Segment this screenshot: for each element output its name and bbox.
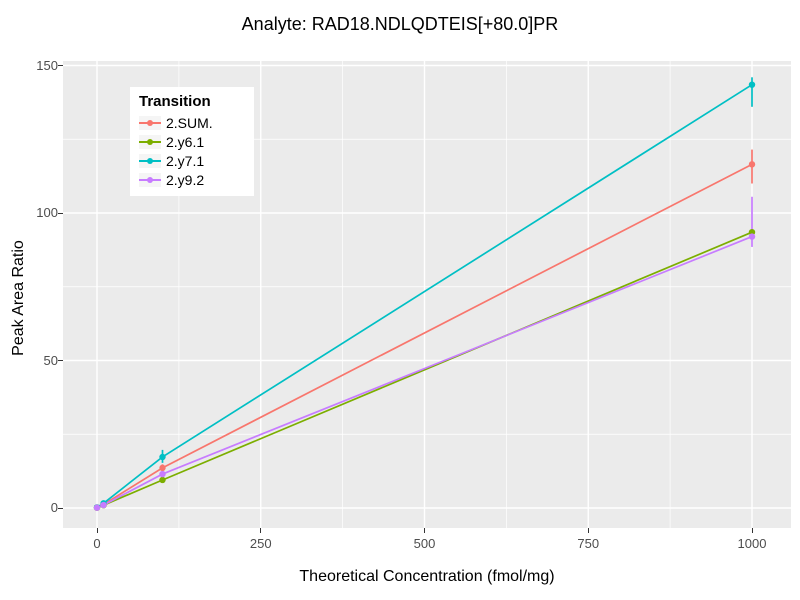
y-tick-label: 50 bbox=[43, 352, 58, 368]
legend-items: 2.SUM. 2.y6.1 2.y7.1 2.y9.2 bbox=[139, 113, 245, 189]
data-point bbox=[159, 476, 166, 484]
plot-panel: Transition 2.SUM. 2.y6.1 2.y7.1 2.y9.2 bbox=[63, 61, 791, 528]
data-point bbox=[748, 81, 756, 88]
legend-item-2.y6.1: 2.y6.1 bbox=[139, 132, 245, 151]
legend-item-2.y7.1: 2.y7.1 bbox=[139, 151, 245, 170]
legend-key-icon bbox=[139, 134, 161, 149]
legend-label: 2.y7.1 bbox=[166, 152, 205, 169]
x-tick-label: 500 bbox=[413, 536, 436, 551]
data-point bbox=[748, 161, 756, 168]
data-point bbox=[100, 501, 107, 509]
legend-label: 2.y6.1 bbox=[166, 133, 205, 150]
y-tick-mark bbox=[58, 212, 63, 214]
data-point bbox=[159, 470, 166, 478]
x-tick-label: 0 bbox=[93, 536, 101, 551]
plot-title: Analyte: RAD18.NDLQDTEIS[+80.0]PR bbox=[241, 14, 559, 34]
x-tick-mark bbox=[751, 528, 753, 533]
legend: Transition 2.SUM. 2.y6.1 2.y7.1 2.y9.2 bbox=[130, 87, 254, 196]
legend-item-2.SUM.: 2.SUM. bbox=[139, 113, 245, 132]
series-line-2.y7.1 bbox=[96, 83, 753, 509]
x-tick-mark bbox=[260, 528, 262, 533]
legend-key-icon bbox=[139, 115, 161, 130]
legend-label: 2.y9.2 bbox=[166, 171, 205, 188]
series-line-2.y9.2 bbox=[96, 235, 753, 509]
x-tick-label: 1000 bbox=[737, 536, 767, 551]
x-tick-mark bbox=[587, 528, 589, 533]
y-tick-mark bbox=[58, 360, 63, 361]
y-tick-label: 100 bbox=[36, 205, 58, 220]
legend-title: Transition bbox=[139, 93, 211, 110]
data-point bbox=[93, 504, 101, 511]
legend-item-2.y9.2: 2.y9.2 bbox=[139, 170, 245, 189]
data-point bbox=[748, 228, 756, 236]
y-tick-mark bbox=[58, 65, 63, 66]
x-tick-label: 250 bbox=[249, 536, 272, 551]
data-point bbox=[748, 233, 756, 240]
data-point bbox=[159, 453, 166, 461]
x-tick-label: 750 bbox=[577, 536, 600, 551]
y-tick-label: 150 bbox=[36, 57, 58, 73]
legend-key-icon bbox=[139, 172, 161, 187]
x-tick-mark bbox=[96, 528, 98, 533]
y-tick-mark bbox=[58, 507, 63, 509]
legend-label: 2.SUM. bbox=[166, 114, 213, 131]
x-tick-mark bbox=[424, 528, 425, 533]
legend-key-icon bbox=[139, 153, 161, 168]
y-tick-label: 0 bbox=[50, 500, 58, 515]
y-axis-label: Peak Area Ratio bbox=[10, 240, 27, 356]
data-point bbox=[159, 464, 166, 472]
x-axis-label: Theoretical Concentration (fmol/mg) bbox=[299, 568, 555, 585]
chart-canvas bbox=[63, 61, 791, 528]
